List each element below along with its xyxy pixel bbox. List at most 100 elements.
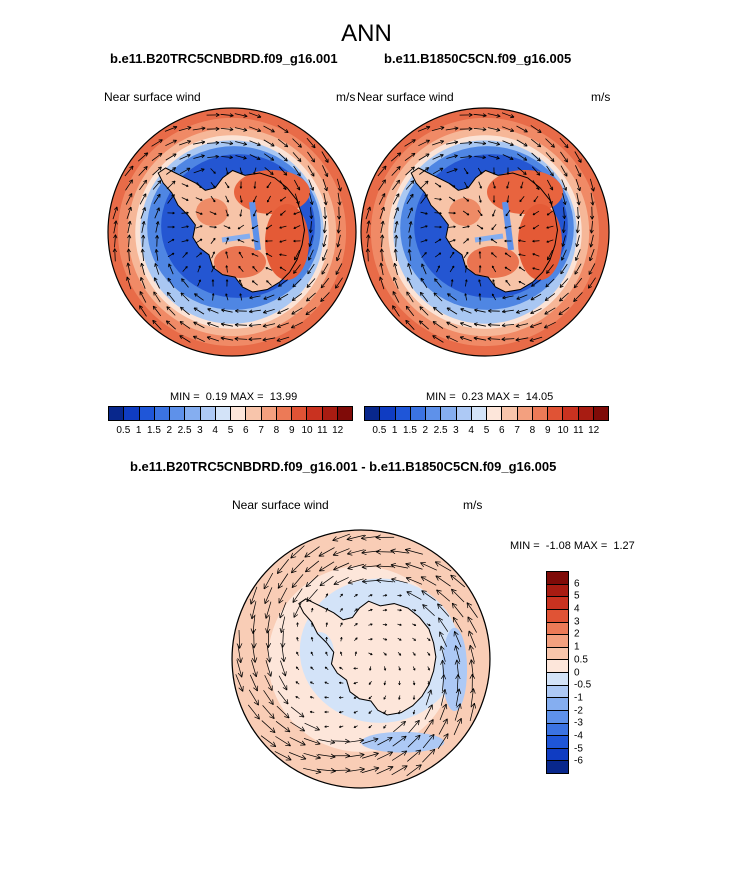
colorbar-tick-label: 6 bbox=[574, 578, 580, 590]
colorbar-case-a-ticks: 0.5 1 1.5 2 2.5 3 4 5 6 7 8 9 10 11 12 bbox=[108, 425, 353, 437]
panel3-units: m/s bbox=[463, 498, 483, 512]
colorbar-swatch bbox=[170, 407, 186, 420]
colorbar-tick-label: 6 bbox=[499, 425, 505, 436]
colorbar-swatch bbox=[547, 673, 568, 686]
colorbar-swatch bbox=[456, 407, 472, 420]
colorbar-swatch bbox=[380, 407, 396, 420]
colorbar-swatch bbox=[547, 761, 568, 773]
colorbar-swatch bbox=[547, 736, 568, 749]
colorbar-swatch bbox=[547, 572, 568, 585]
colorbar-swatch bbox=[471, 407, 487, 420]
colorbar-swatch bbox=[593, 407, 608, 420]
colorbar-tick-label: 2.5 bbox=[433, 425, 448, 436]
colorbar-swatch bbox=[185, 407, 201, 420]
panel1-min-value: 0.19 bbox=[205, 391, 228, 403]
colorbar-tick-label: -2 bbox=[574, 705, 583, 717]
colorbar-case-b-ticks: 0.5 1 1.5 2 2.5 3 4 5 6 7 8 9 10 11 12 bbox=[364, 425, 609, 437]
colorbar-swatch bbox=[547, 584, 568, 598]
wind-difference-map bbox=[231, 529, 491, 789]
colorbar-tick-label: 9 bbox=[544, 425, 551, 436]
colorbar-swatch bbox=[547, 635, 568, 648]
colorbar-case-a bbox=[108, 406, 353, 421]
colorbar-swatch bbox=[547, 622, 568, 636]
colorbar-swatch bbox=[337, 407, 352, 420]
colorbar-tick-label: -6 bbox=[574, 755, 583, 767]
colorbar-tick-label: 6 bbox=[243, 425, 249, 436]
figure-title: ANN bbox=[341, 20, 392, 47]
colorbar-tick-label: 1 bbox=[574, 641, 580, 653]
panel1-units: m/s bbox=[336, 90, 356, 104]
difference-title: b.e11.B20TRC5CNBDRD.f09_g16.001 - b.e11.… bbox=[130, 459, 557, 474]
colorbar-swatch bbox=[322, 407, 338, 420]
colorbar-tick-label: 12 bbox=[332, 425, 344, 436]
colorbar-tick-label: 0.5 bbox=[116, 425, 131, 436]
colorbar-swatch bbox=[261, 407, 277, 420]
colorbar-tick-label: 1 bbox=[135, 425, 142, 436]
colorbar-tick-label: 3 bbox=[197, 425, 203, 436]
colorbar-tick-label: 8 bbox=[529, 425, 536, 436]
colorbar-tick-label: 10 bbox=[557, 425, 569, 436]
colorbar-swatch bbox=[307, 407, 323, 420]
colorbar-tick-label: 2 bbox=[574, 628, 580, 640]
colorbar-swatch bbox=[547, 698, 568, 711]
colorbar-swatch bbox=[410, 407, 426, 420]
wind-map-case-a bbox=[107, 107, 357, 357]
colorbar-tick-label: 7 bbox=[258, 425, 264, 436]
colorbar-swatch bbox=[395, 407, 411, 420]
colorbar-swatch bbox=[517, 407, 533, 420]
colorbar-tick-label: 5 bbox=[227, 425, 234, 436]
colorbar-tick-label: 7 bbox=[514, 425, 520, 436]
colorbar-tick-label: 11 bbox=[573, 425, 584, 436]
colorbar-swatch bbox=[426, 407, 442, 420]
colorbar-tick-label: 2 bbox=[422, 425, 429, 436]
colorbar-tick-label: -1 bbox=[574, 692, 583, 704]
colorbar-difference-ticks: 6 5 4 3 2 1 0.5 0 -0.5 -1 -2 -3 -4 -5 -6 bbox=[574, 571, 604, 774]
panel3-minmax: MIN = -1.08 MAX = 1.27 bbox=[510, 540, 635, 552]
colorbar-swatch bbox=[109, 407, 125, 420]
colorbar-tick-label: 11 bbox=[317, 425, 328, 436]
colorbar-swatch bbox=[487, 407, 503, 420]
panel2-minmax: MIN = 0.23 MAX = 14.05 bbox=[426, 391, 554, 403]
panel1-max-value: 13.99 bbox=[269, 391, 298, 403]
panel2-min-value: 0.23 bbox=[461, 391, 484, 403]
colorbar-tick-label: -0.5 bbox=[574, 679, 592, 691]
colorbar-swatch bbox=[231, 407, 247, 420]
colorbar-swatch bbox=[124, 407, 140, 420]
colorbar-swatch bbox=[547, 609, 568, 623]
colorbar-tick-label: 2.5 bbox=[177, 425, 192, 436]
colorbar-tick-label: 3 bbox=[574, 616, 580, 628]
panel3-left-label: Near surface wind bbox=[232, 498, 329, 512]
case-a-title: b.e11.B20TRC5CNBDRD.f09_g16.001 bbox=[110, 51, 338, 66]
colorbar-tick-label: 10 bbox=[301, 425, 313, 436]
colorbar-swatch bbox=[532, 407, 548, 420]
colorbar-tick-label: 0.5 bbox=[574, 654, 588, 666]
colorbar-swatch bbox=[292, 407, 308, 420]
panel2-max-value: 14.05 bbox=[525, 391, 554, 403]
colorbar-tick-label: 1 bbox=[391, 425, 398, 436]
colorbar-tick-label: 0.5 bbox=[372, 425, 387, 436]
panel1-minmax: MIN = 0.19 MAX = 13.99 bbox=[170, 391, 298, 403]
colorbar-swatch bbox=[276, 407, 292, 420]
colorbar-swatch bbox=[547, 685, 568, 699]
case-b-title: b.e11.B1850C5CN.f09_g16.005 bbox=[384, 51, 572, 66]
colorbar-tick-label: 9 bbox=[288, 425, 295, 436]
colorbar-difference bbox=[546, 571, 569, 774]
panel3-max-value: 1.27 bbox=[613, 540, 635, 552]
colorbar-tick-label: 12 bbox=[588, 425, 600, 436]
colorbar-tick-label: 1.5 bbox=[402, 425, 417, 436]
colorbar-swatch bbox=[547, 748, 568, 762]
colorbar-tick-label: 0 bbox=[574, 667, 580, 678]
colorbar-swatch bbox=[139, 407, 155, 420]
colorbar-tick-label: 2 bbox=[166, 425, 173, 436]
colorbar-swatch bbox=[246, 407, 262, 420]
colorbar-tick-label: -4 bbox=[574, 730, 583, 742]
panel2-units: m/s bbox=[591, 90, 611, 104]
colorbar-tick-label: 3 bbox=[453, 425, 459, 436]
panel1-left-label: Near surface wind bbox=[104, 90, 201, 104]
colorbar-swatch bbox=[441, 407, 457, 420]
colorbar-swatch bbox=[547, 647, 568, 661]
colorbar-tick-label: 5 bbox=[483, 425, 490, 436]
wind-map-case-b bbox=[360, 107, 610, 357]
colorbar-swatch bbox=[154, 407, 170, 420]
colorbar-tick-label: 5 bbox=[574, 590, 580, 602]
